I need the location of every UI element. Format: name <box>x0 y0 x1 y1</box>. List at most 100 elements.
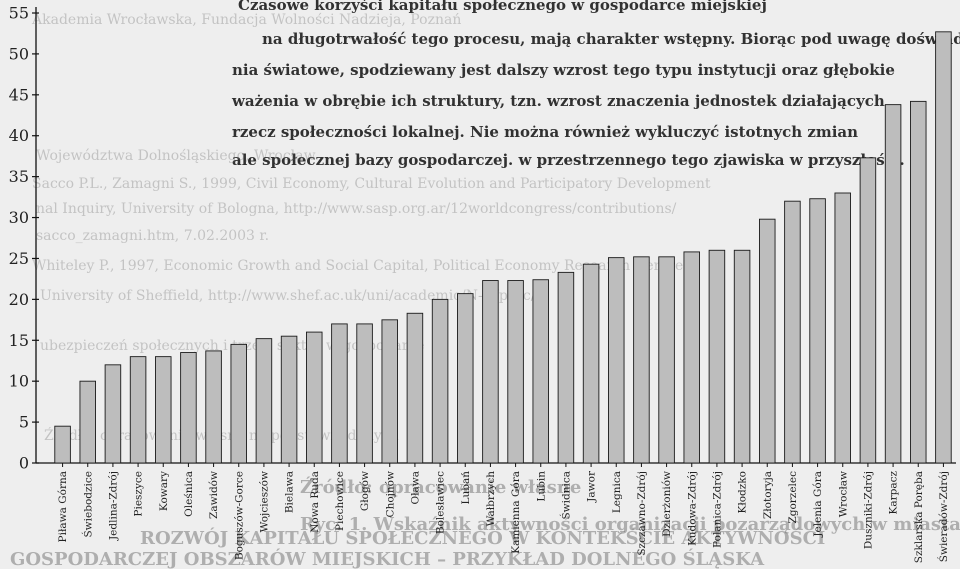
x-tick-label: Kłodzko <box>737 471 749 514</box>
x-tick-label: Jedlina-Zdrój <box>107 471 119 541</box>
bar <box>784 200 801 464</box>
bar <box>859 157 877 464</box>
bars <box>54 31 952 464</box>
bleed-middle-line: Sacco P.L., Zamagni S., 1999, Civil Econ… <box>32 176 711 192</box>
y-tick-label: 15 <box>9 331 29 350</box>
x-tick-label: Lubań <box>460 471 472 505</box>
bar <box>79 380 97 464</box>
x-tick-label: Kowary <box>158 471 170 511</box>
x-tick-label: Szczawno-Zdrój <box>636 471 648 556</box>
x-tick-label: Świebodzice <box>80 471 94 538</box>
bar <box>129 356 147 464</box>
bar <box>658 256 675 464</box>
bar <box>305 331 323 464</box>
x-tick-label: Wałbrzych <box>485 471 497 527</box>
y-tick-label: 50 <box>9 44 29 63</box>
x-tick-label: Bolesławiec <box>435 471 447 534</box>
bleed-bottom-text: Ryc. 1. Wskaźnik aktywności organizacji … <box>10 475 960 569</box>
x-tick-label: Lubin <box>535 471 547 502</box>
y-tick-label: 10 <box>9 372 29 391</box>
bar <box>633 256 650 464</box>
x-tick-label: Kamienna Góra <box>510 471 522 554</box>
bar <box>381 319 399 464</box>
bar <box>406 312 424 464</box>
y-tick-label: 55 <box>9 4 29 23</box>
x-tick-label: Świeradów-Zdrój <box>936 471 950 562</box>
bar <box>935 31 952 464</box>
bleed-middle-line: Akademia Wrocławska, Fundacja Wolności N… <box>31 12 461 28</box>
y-tick-label: 40 <box>9 126 29 145</box>
x-tick-label: Jawor <box>586 470 598 503</box>
x-tick-label: Świdnica <box>558 471 572 520</box>
bar <box>356 323 373 464</box>
bleed-top-line: nia światowe, spodziewany jest dalszy wz… <box>232 61 895 79</box>
bar <box>456 293 474 464</box>
bleed-top-line: na długotrwałość tego procesu, mają char… <box>262 30 960 48</box>
x-tick-label: Polanica-Zdrój <box>711 471 723 548</box>
x-tick-label: Legnica <box>611 471 623 513</box>
bleed-top-text: Czasowe korzyści kapitału społecznego w … <box>231 0 960 169</box>
bar <box>104 364 122 464</box>
x-tick-label: Głogów <box>359 471 371 511</box>
bleed-middle-line: University of Sheffield, http://www.shef… <box>40 288 536 304</box>
x-tick-label: Zgorzelec <box>787 471 799 524</box>
bar <box>758 218 776 464</box>
bar <box>280 335 298 464</box>
x-tick-label: Piechowice <box>334 471 346 531</box>
bar <box>482 280 499 464</box>
bar <box>331 323 348 464</box>
x-tick-label: Jelenia Góra <box>812 471 824 538</box>
x-tick-label: Kudowa-Zdrój <box>686 471 698 546</box>
x-tick-label: Nowa Ruda <box>309 471 321 533</box>
bar <box>809 198 826 464</box>
y-tick-label: 5 <box>19 413 29 432</box>
bleed-top-line: Czasowe korzyści kapitału społecznego w … <box>238 0 767 14</box>
x-tick-label: Szklarska Poręba <box>913 471 925 563</box>
bar <box>431 298 449 464</box>
bar <box>582 263 600 464</box>
bar <box>54 425 71 464</box>
bar <box>708 249 726 464</box>
bleed-top-line: ważenia w obrębie ich struktury, tzn. wz… <box>231 92 885 110</box>
x-tick-label: Oława <box>409 471 421 505</box>
bar <box>733 249 751 464</box>
y-tick-label: 20 <box>9 290 29 309</box>
x-tick-label: Złotoryja <box>762 471 774 519</box>
bar <box>607 257 625 464</box>
bleed-bottom-line: ROZWÓJ KAPITAŁU SPOŁECZNEGO W KONTEKŚCIE… <box>140 526 825 549</box>
x-tick-label: Oleśnica <box>183 471 195 517</box>
bar <box>507 280 524 464</box>
x-tick-label: Bielawa <box>284 471 296 513</box>
bar <box>154 356 172 464</box>
bar <box>532 279 550 464</box>
y-tick-label: 35 <box>9 167 29 186</box>
y-axis: 0 5 10 15 20 25 30 35 40 45 50 55 <box>9 4 39 473</box>
x-tick-label: Karpacz <box>888 471 900 515</box>
x-tick-label: Duszniki-Zdrój <box>862 471 874 549</box>
bleed-top-line: ale społecznej bazy gospodarczej. w prze… <box>232 151 905 169</box>
y-tick-label: 30 <box>9 208 29 227</box>
bleed-middle-line: Whiteley P., 1997, Economic Growth and S… <box>32 258 688 274</box>
bar <box>180 352 197 464</box>
x-tick-labels: Piława Górna Świebodzice Jedlina-Zdrój Pies… <box>57 470 950 563</box>
x-tick-label: Zawidów <box>208 471 220 519</box>
x-tick-label: Wrocław <box>837 471 849 517</box>
x-tick-label: Piława Górna <box>57 471 69 542</box>
x-tick-label: Chojnów <box>384 471 396 517</box>
bar <box>557 271 575 464</box>
bar <box>884 104 902 464</box>
bar <box>230 343 248 464</box>
x-tick-label: Boguszów-Gorce <box>233 471 245 560</box>
bar <box>683 251 701 464</box>
x-tick-label: Pieszyce <box>133 471 145 517</box>
bleed-middle-line: nal Inquiry, University of Bologna, http… <box>36 201 677 217</box>
bar <box>909 100 927 464</box>
bar <box>834 192 852 464</box>
y-tick-label: 45 <box>9 85 29 104</box>
bar <box>205 350 222 464</box>
bleed-bottom-line: GOSPODARCZEJ OBSZARÓW MIEJSKICH – PRZYKŁ… <box>10 547 765 569</box>
bleed-bottom-line: Ryc. 1. Wskaźnik aktywności organizacji … <box>300 514 960 535</box>
bleed-middle-line: Województwa Dolnośląskiego, Wrocław <box>36 148 316 164</box>
x-tick-label: Dzierżoniów <box>661 471 673 537</box>
